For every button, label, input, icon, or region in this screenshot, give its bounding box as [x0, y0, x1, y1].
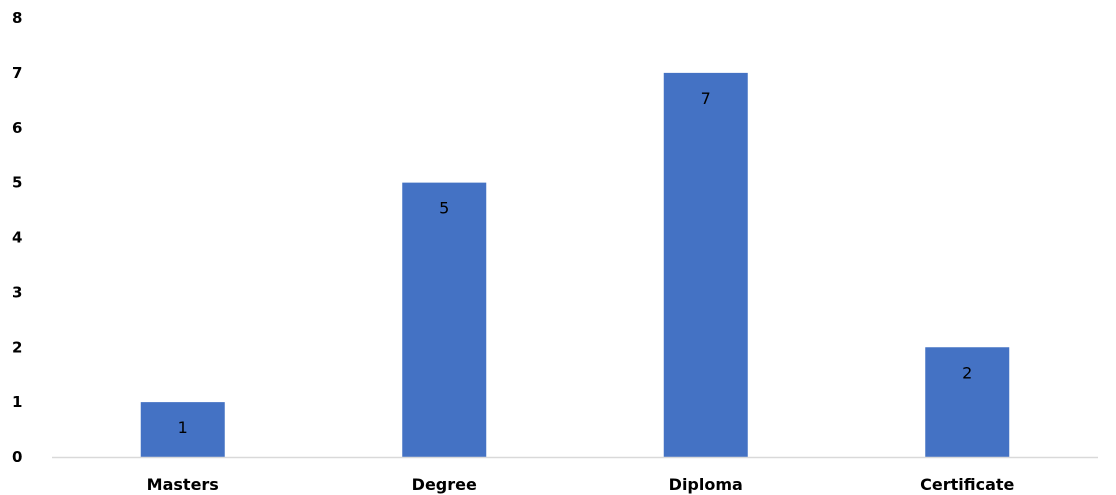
data-label: 1 — [178, 418, 188, 437]
bar-diploma — [663, 72, 748, 457]
y-tick-label: 0 — [12, 448, 22, 466]
y-tick-label: 4 — [12, 229, 22, 247]
y-tick-label: 5 — [12, 174, 22, 192]
y-tick-label: 6 — [12, 119, 22, 137]
x-category-label: Degree — [412, 475, 477, 494]
x-category-label: Certificate — [920, 475, 1014, 494]
bars — [140, 72, 1010, 457]
bar-certificate — [925, 347, 1010, 457]
x-category-label: Masters — [147, 475, 219, 494]
x-category-label: Diploma — [669, 475, 743, 494]
y-tick-label: 3 — [12, 283, 22, 301]
data-label: 5 — [439, 199, 449, 218]
y-tick-label: 8 — [12, 9, 22, 27]
bar-masters — [140, 402, 225, 457]
bar-degree — [402, 182, 487, 457]
y-tick-label: 7 — [12, 64, 22, 82]
x-axis-labels: Masters Degree Diploma Certificate — [147, 475, 1015, 494]
y-tick-label: 1 — [12, 393, 22, 411]
data-label: 7 — [701, 89, 711, 108]
y-tick-label: 2 — [12, 338, 22, 356]
data-label: 2 — [962, 363, 972, 382]
y-axis-labels: 0 1 2 3 4 5 6 7 8 — [12, 9, 22, 466]
